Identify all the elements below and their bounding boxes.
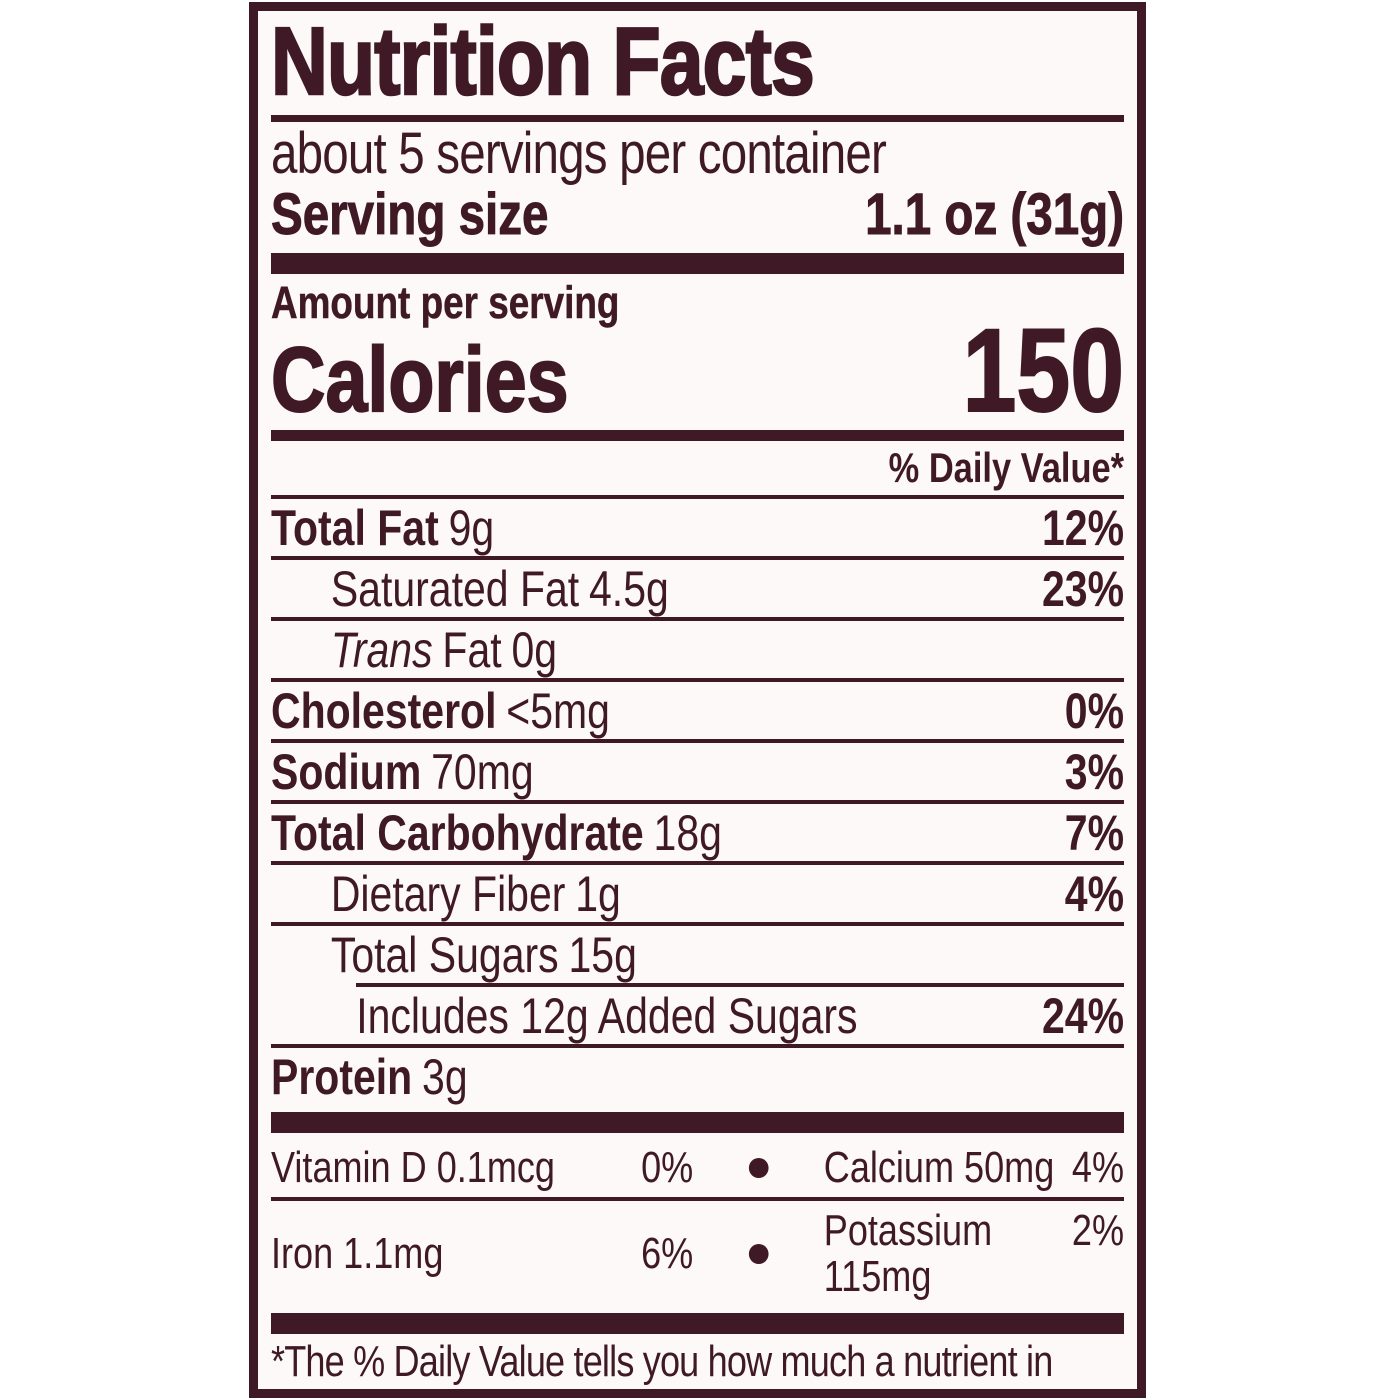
nutrient-name: Sodium bbox=[271, 744, 422, 800]
thick-bar-bottom bbox=[271, 1313, 1124, 1334]
nutrient-amount: 4.5g bbox=[589, 561, 669, 617]
hairline bbox=[271, 739, 1124, 743]
micronutrient-name: Iron 1.1mg bbox=[271, 1229, 444, 1278]
nutrient-row-added-sugars: Includes 12g Added Sugars 24% bbox=[271, 987, 1124, 1044]
serving-size-label: Serving size bbox=[271, 182, 549, 247]
nutrient-amount: 3g bbox=[422, 1049, 468, 1105]
nutrient-amount: 9g bbox=[448, 500, 495, 556]
nutrient-amount: 15g bbox=[568, 927, 637, 983]
thick-bar-top bbox=[271, 253, 1124, 274]
nutrient-name: Fat bbox=[442, 622, 502, 678]
hairline bbox=[271, 800, 1124, 804]
thick-bar-middle bbox=[271, 1112, 1124, 1133]
hairline bbox=[271, 922, 1124, 926]
servings-per-container: about 5 servings per container bbox=[271, 121, 887, 186]
nutrient-dv: 4% bbox=[1064, 866, 1125, 922]
nutrition-facts-label: Nutrition Facts about 5 servings per con… bbox=[249, 2, 1146, 1398]
nutrient-row-total-sugars: Total Sugars 15g bbox=[271, 926, 1124, 983]
hairline bbox=[271, 556, 1124, 560]
daily-value-footnote: *The % Daily Value tells you how much a … bbox=[271, 1337, 1124, 1390]
nutrient-row-cholesterol: Cholesterol <5mg 0% bbox=[271, 682, 1124, 739]
footnote-line: a serving of food contributes to a daily… bbox=[285, 1385, 1124, 1390]
micronutrient-name: Vitamin D 0.1mcg bbox=[271, 1143, 555, 1192]
nutrient-name: Dietary Fiber bbox=[330, 866, 566, 922]
nutrient-dv: 3% bbox=[1064, 744, 1125, 800]
micronutrient-dv: 6% bbox=[641, 1229, 694, 1278]
hairline-indented bbox=[356, 983, 1124, 987]
calories-row: Calories 150 bbox=[270, 305, 1125, 437]
hairline bbox=[271, 678, 1124, 682]
nutrient-row-dietary-fiber: Dietary Fiber 1g 4% bbox=[271, 865, 1124, 922]
micronutrient-dv: 4% bbox=[1071, 1143, 1125, 1192]
micronutrient-dv: 0% bbox=[641, 1143, 694, 1192]
hairline bbox=[271, 495, 1124, 499]
nutrient-row-saturated-fat: Saturated Fat 4.5g 23% bbox=[271, 560, 1124, 617]
nutrient-row-sodium: Sodium 70mg 3% bbox=[271, 743, 1124, 800]
daily-value-header: % Daily Value* bbox=[888, 444, 1125, 491]
nutrient-amount: 0g bbox=[511, 622, 558, 678]
micronutrient-dv: 2% bbox=[1071, 1206, 1125, 1255]
serving-size-row: Serving size 1.1 oz (31g) bbox=[271, 182, 1125, 247]
calories-label: Calories bbox=[270, 329, 569, 431]
nutrient-row-total-carbohydrate: Total Carbohydrate 18g 7% bbox=[271, 804, 1124, 861]
nutrient-dv: 7% bbox=[1064, 805, 1125, 861]
hairline bbox=[271, 861, 1124, 865]
nutrient-name: Saturated Fat bbox=[330, 561, 580, 617]
nutrient-amount: <5mg bbox=[506, 683, 610, 739]
nutrient-name-italic: Trans bbox=[330, 622, 433, 678]
nutrient-name: Total Fat bbox=[271, 500, 439, 556]
nutrient-dv: 12% bbox=[1041, 500, 1125, 556]
nutrient-row-total-fat: Total Fat 9g 12% bbox=[271, 499, 1124, 556]
hairline bbox=[271, 617, 1124, 621]
amount-per-serving: Amount per serving bbox=[271, 277, 620, 328]
nutrient-name: Cholesterol bbox=[271, 683, 497, 739]
bullet-separator-icon bbox=[748, 1244, 769, 1264]
nutrient-dv: 24% bbox=[1041, 988, 1125, 1044]
serving-size-value: 1.1 oz (31g) bbox=[865, 182, 1125, 247]
nutrient-name: Total Sugars bbox=[330, 927, 559, 983]
micronutrient-name: Potassium 115mg bbox=[823, 1206, 993, 1301]
footnote-line: *The % Daily Value tells you how much a … bbox=[271, 1337, 1053, 1386]
micronutrient-row-2: Iron 1.1mg 6% Potassium 115mg 2% bbox=[271, 1201, 1124, 1306]
divider-under-calories bbox=[271, 430, 1124, 441]
nutrient-amount: 1g bbox=[575, 866, 621, 922]
micronutrient-row-1: Vitamin D 0.1mcg 0% Calcium 50mg 4% bbox=[271, 1138, 1124, 1197]
nutrient-name: Protein bbox=[271, 1049, 413, 1105]
hairline bbox=[271, 1197, 1124, 1201]
nutrient-row-trans-fat: Trans Fat 0g bbox=[271, 621, 1124, 678]
label-title: Nutrition Facts bbox=[270, 8, 816, 115]
nutrient-name: Total Carbohydrate bbox=[271, 805, 644, 861]
micronutrient-name: Calcium 50mg bbox=[823, 1143, 1055, 1192]
nutrient-amount: 18g bbox=[653, 805, 722, 861]
nutrient-dv: 0% bbox=[1064, 683, 1125, 739]
divider-under-title bbox=[271, 115, 1124, 122]
nutrient-amount: 70mg bbox=[431, 744, 534, 800]
nutrient-name: Includes 12g Added Sugars bbox=[356, 988, 858, 1044]
bullet-separator-icon bbox=[748, 1158, 769, 1178]
calories-value: 150 bbox=[962, 305, 1125, 437]
nutrient-row-protein: Protein 3g bbox=[271, 1048, 1124, 1105]
hairline bbox=[271, 1044, 1124, 1048]
nutrient-dv: 23% bbox=[1041, 561, 1125, 617]
